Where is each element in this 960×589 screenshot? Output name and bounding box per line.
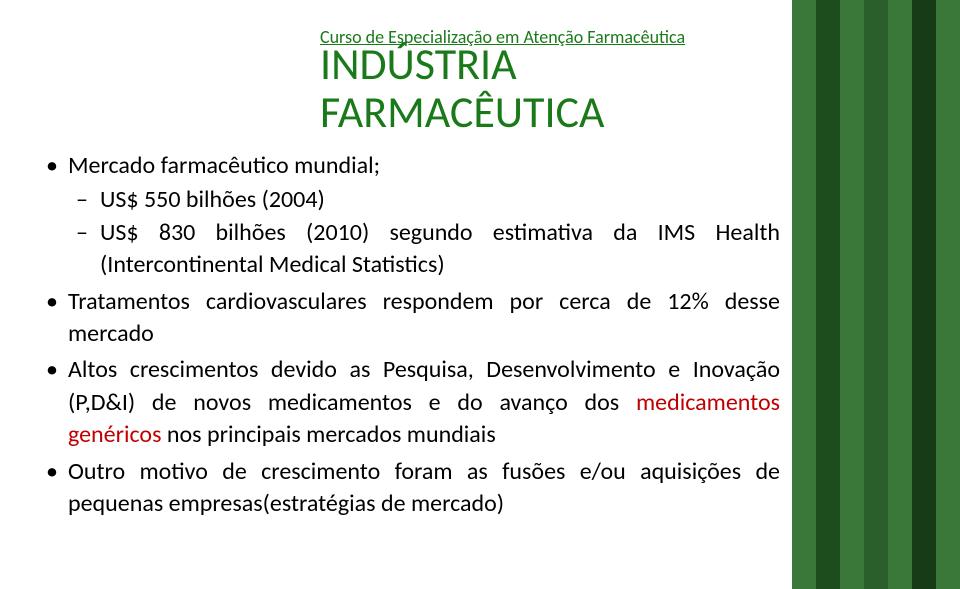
bullet-3-post: nos principais mercados mundiais	[161, 420, 495, 449]
bullet-4: Outro motivo de crescimento foram as fus…	[40, 456, 780, 521]
bullet-1-sub-2: US$ 830 bilhões (2010) segundo estimativ…	[68, 217, 780, 282]
side-stripes	[792, 0, 960, 589]
stripe	[792, 0, 816, 589]
slide-content: Mercado farmacêutico mundial; US$ 550 bi…	[40, 150, 780, 524]
stripe	[888, 0, 912, 589]
title-line-1: INDÚSTRIA	[320, 37, 517, 91]
bullet-2: Tratamentos cardiovasculares respondem p…	[40, 286, 780, 351]
title-line-2: FARMACÊUTICA	[320, 85, 604, 139]
bullet-1-sub-1: US$ 550 bilhões (2004)	[68, 184, 780, 216]
stripe	[936, 0, 960, 589]
bullet-1-text: Mercado farmacêutico mundial;	[68, 151, 380, 180]
stripe	[840, 0, 864, 589]
bullet-1: Mercado farmacêutico mundial; US$ 550 bi…	[40, 150, 780, 282]
stripe	[816, 0, 840, 589]
slide-title: INDÚSTRIA FARMACÊUTICA	[320, 40, 720, 137]
bullet-3: Altos crescimentos devido as Pesquisa, D…	[40, 354, 780, 451]
stripe	[912, 0, 936, 589]
stripe	[864, 0, 888, 589]
